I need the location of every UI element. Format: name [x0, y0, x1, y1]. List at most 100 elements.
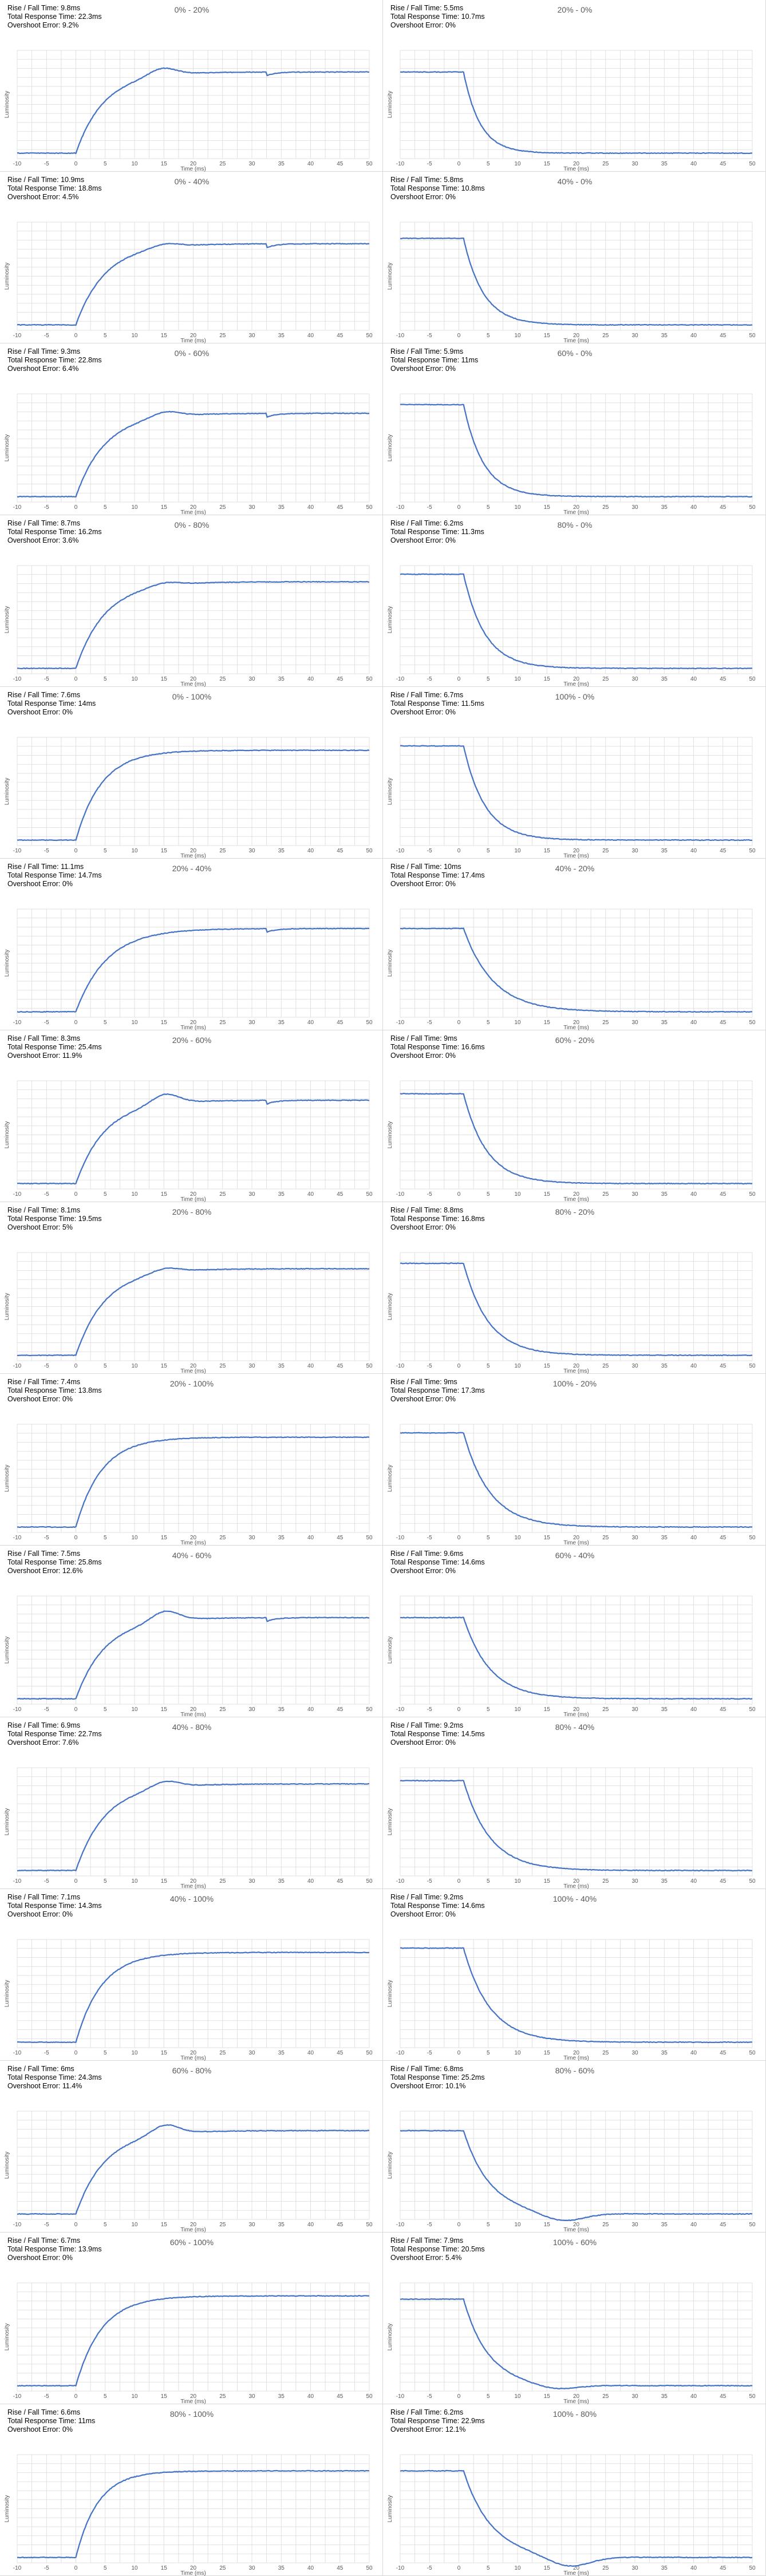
x-tick-label: 45: [720, 161, 726, 167]
stat-label: Overshoot Error: 0%: [390, 193, 456, 201]
x-tick-label: 5: [104, 1535, 107, 1541]
chart-title: 80% - 60%: [555, 2066, 594, 2075]
series-line: [17, 1093, 370, 1185]
x-tick-label: 35: [661, 2565, 668, 2571]
chart-title: 100% - 0%: [555, 692, 594, 701]
chart-panel: Rise / Fall Time: 8.1ms Total Response Ti…: [0, 1202, 383, 1374]
x-tick-label: 0: [457, 1191, 461, 1198]
x-tick-label: 20: [573, 1535, 580, 1541]
x-tick-label: -5: [427, 2565, 432, 2571]
chart-panel: Rise / Fall Time: 8.8ms Total Response Ti…: [383, 1202, 766, 1374]
x-tick-label: 30: [248, 504, 255, 511]
x-tick-label: 5: [487, 676, 490, 682]
chart-title: 0% - 80%: [175, 520, 210, 530]
series-line: [400, 2298, 753, 2389]
chart-panel: Rise / Fall Time: 9.2ms Total Response Ti…: [383, 1717, 766, 1889]
series-line: [17, 2295, 369, 2387]
stat-label: Rise / Fall Time: 6ms: [7, 2065, 74, 2073]
stat-label: Overshoot Error: 5.4%: [390, 2254, 461, 2262]
x-tick-label: 5: [104, 504, 107, 511]
x-tick-label: 25: [602, 2050, 609, 2056]
x-tick-label: 10: [514, 1020, 521, 1026]
y-axis-label: Luminosity: [387, 1637, 393, 1664]
x-tick-label: 30: [631, 161, 638, 167]
x-tick-label: 45: [720, 1191, 726, 1198]
x-tick-label: 5: [487, 848, 490, 854]
x-tick-label: 30: [631, 2050, 638, 2056]
chart-panel: Rise / Fall Time: 5.8ms Total Response Ti…: [383, 172, 766, 343]
x-tick-label: 15: [161, 1878, 168, 1884]
x-tick-label: 35: [661, 333, 668, 339]
chart-panel: Rise / Fall Time: 6.6ms Total Response Ti…: [0, 2404, 383, 2576]
x-tick-label: 20: [190, 1191, 197, 1198]
x-tick-label: 50: [366, 1878, 373, 1884]
y-axis-label: Luminosity: [4, 778, 10, 805]
x-tick-label: -5: [427, 2393, 432, 2400]
x-tick-label: 30: [631, 1363, 638, 1369]
x-tick-label: 50: [749, 2393, 756, 2400]
y-axis-label: Luminosity: [4, 606, 10, 634]
x-tick-label: 30: [248, 1020, 255, 1026]
chart-title: 100% - 60%: [553, 2238, 597, 2247]
x-tick-label: 30: [631, 676, 638, 682]
stat-label: Total Response Time: 14.3ms: [7, 1902, 102, 1910]
x-tick-label: 5: [487, 2393, 490, 2400]
x-tick-label: 40: [307, 1020, 314, 1026]
y-axis-label: Luminosity: [387, 263, 393, 290]
stat-label: Overshoot Error: 0%: [390, 365, 456, 373]
chart-title: 40% - 20%: [555, 864, 594, 873]
stat-label: Rise / Fall Time: 9.2ms: [390, 1721, 463, 1729]
series-line: [17, 749, 370, 841]
chart-title: 80% - 20%: [555, 1207, 594, 1216]
x-axis-label: Time (ms): [180, 509, 206, 515]
x-tick-label: -5: [44, 848, 49, 854]
stat-label: Rise / Fall Time: 9.8ms: [7, 4, 80, 12]
x-axis-label: Time (ms): [180, 1025, 206, 1030]
y-axis-label: Luminosity: [4, 263, 10, 290]
x-tick-label: 0: [74, 2565, 78, 2571]
chart-panel: Rise / Fall Time: 7.1ms Total Response Ti…: [0, 1889, 383, 2061]
stat-label: Total Response Time: 22.7ms: [7, 1730, 102, 1738]
x-axis-label: Time (ms): [180, 166, 206, 172]
x-tick-label: 0: [74, 504, 78, 511]
stat-label: Overshoot Error: 0%: [7, 880, 73, 888]
chart-title: 40% - 0%: [558, 177, 593, 186]
x-tick-label: 35: [278, 1191, 285, 1198]
x-axis-label: Time (ms): [180, 1540, 206, 1546]
x-tick-label: 20: [573, 2050, 580, 2056]
stat-label: Total Response Time: 14.5ms: [390, 1730, 485, 1738]
stat-label: Rise / Fall Time: 7.4ms: [7, 1378, 80, 1386]
chart-panel: Rise / Fall Time: 8.3ms Total Response Ti…: [0, 1030, 383, 1202]
stat-label: Rise / Fall Time: 6.6ms: [7, 2408, 80, 2416]
x-axis-label: Time (ms): [563, 853, 589, 859]
x-tick-label: 40: [690, 676, 697, 682]
x-tick-label: 10: [514, 848, 521, 854]
x-tick-label: -5: [44, 333, 49, 339]
x-tick-label: 25: [219, 1020, 226, 1026]
chart-title: 80% - 0%: [558, 520, 593, 530]
x-tick-label: 40: [307, 504, 314, 511]
y-axis-label: Luminosity: [387, 606, 393, 634]
series-line: [400, 1780, 753, 1872]
chart-panel: Rise / Fall Time: 9.6ms Total Response Ti…: [383, 1546, 766, 1717]
x-tick-label: -5: [44, 2565, 49, 2571]
stat-label: Rise / Fall Time: 8.7ms: [7, 519, 80, 527]
x-tick-label: 45: [337, 848, 343, 854]
x-tick-label: 15: [161, 2050, 168, 2056]
y-axis-label: Luminosity: [387, 1465, 393, 1492]
x-tick-label: 30: [248, 1706, 255, 1713]
stat-label: Total Response Time: 17.4ms: [390, 871, 485, 879]
x-tick-label: 5: [104, 1706, 107, 1713]
stat-label: Total Response Time: 24.3ms: [7, 2073, 102, 2081]
x-tick-label: 35: [661, 2050, 668, 2056]
y-axis-label: Luminosity: [4, 91, 10, 118]
x-tick-label: 15: [544, 1878, 551, 1884]
x-tick-label: 45: [720, 333, 726, 339]
